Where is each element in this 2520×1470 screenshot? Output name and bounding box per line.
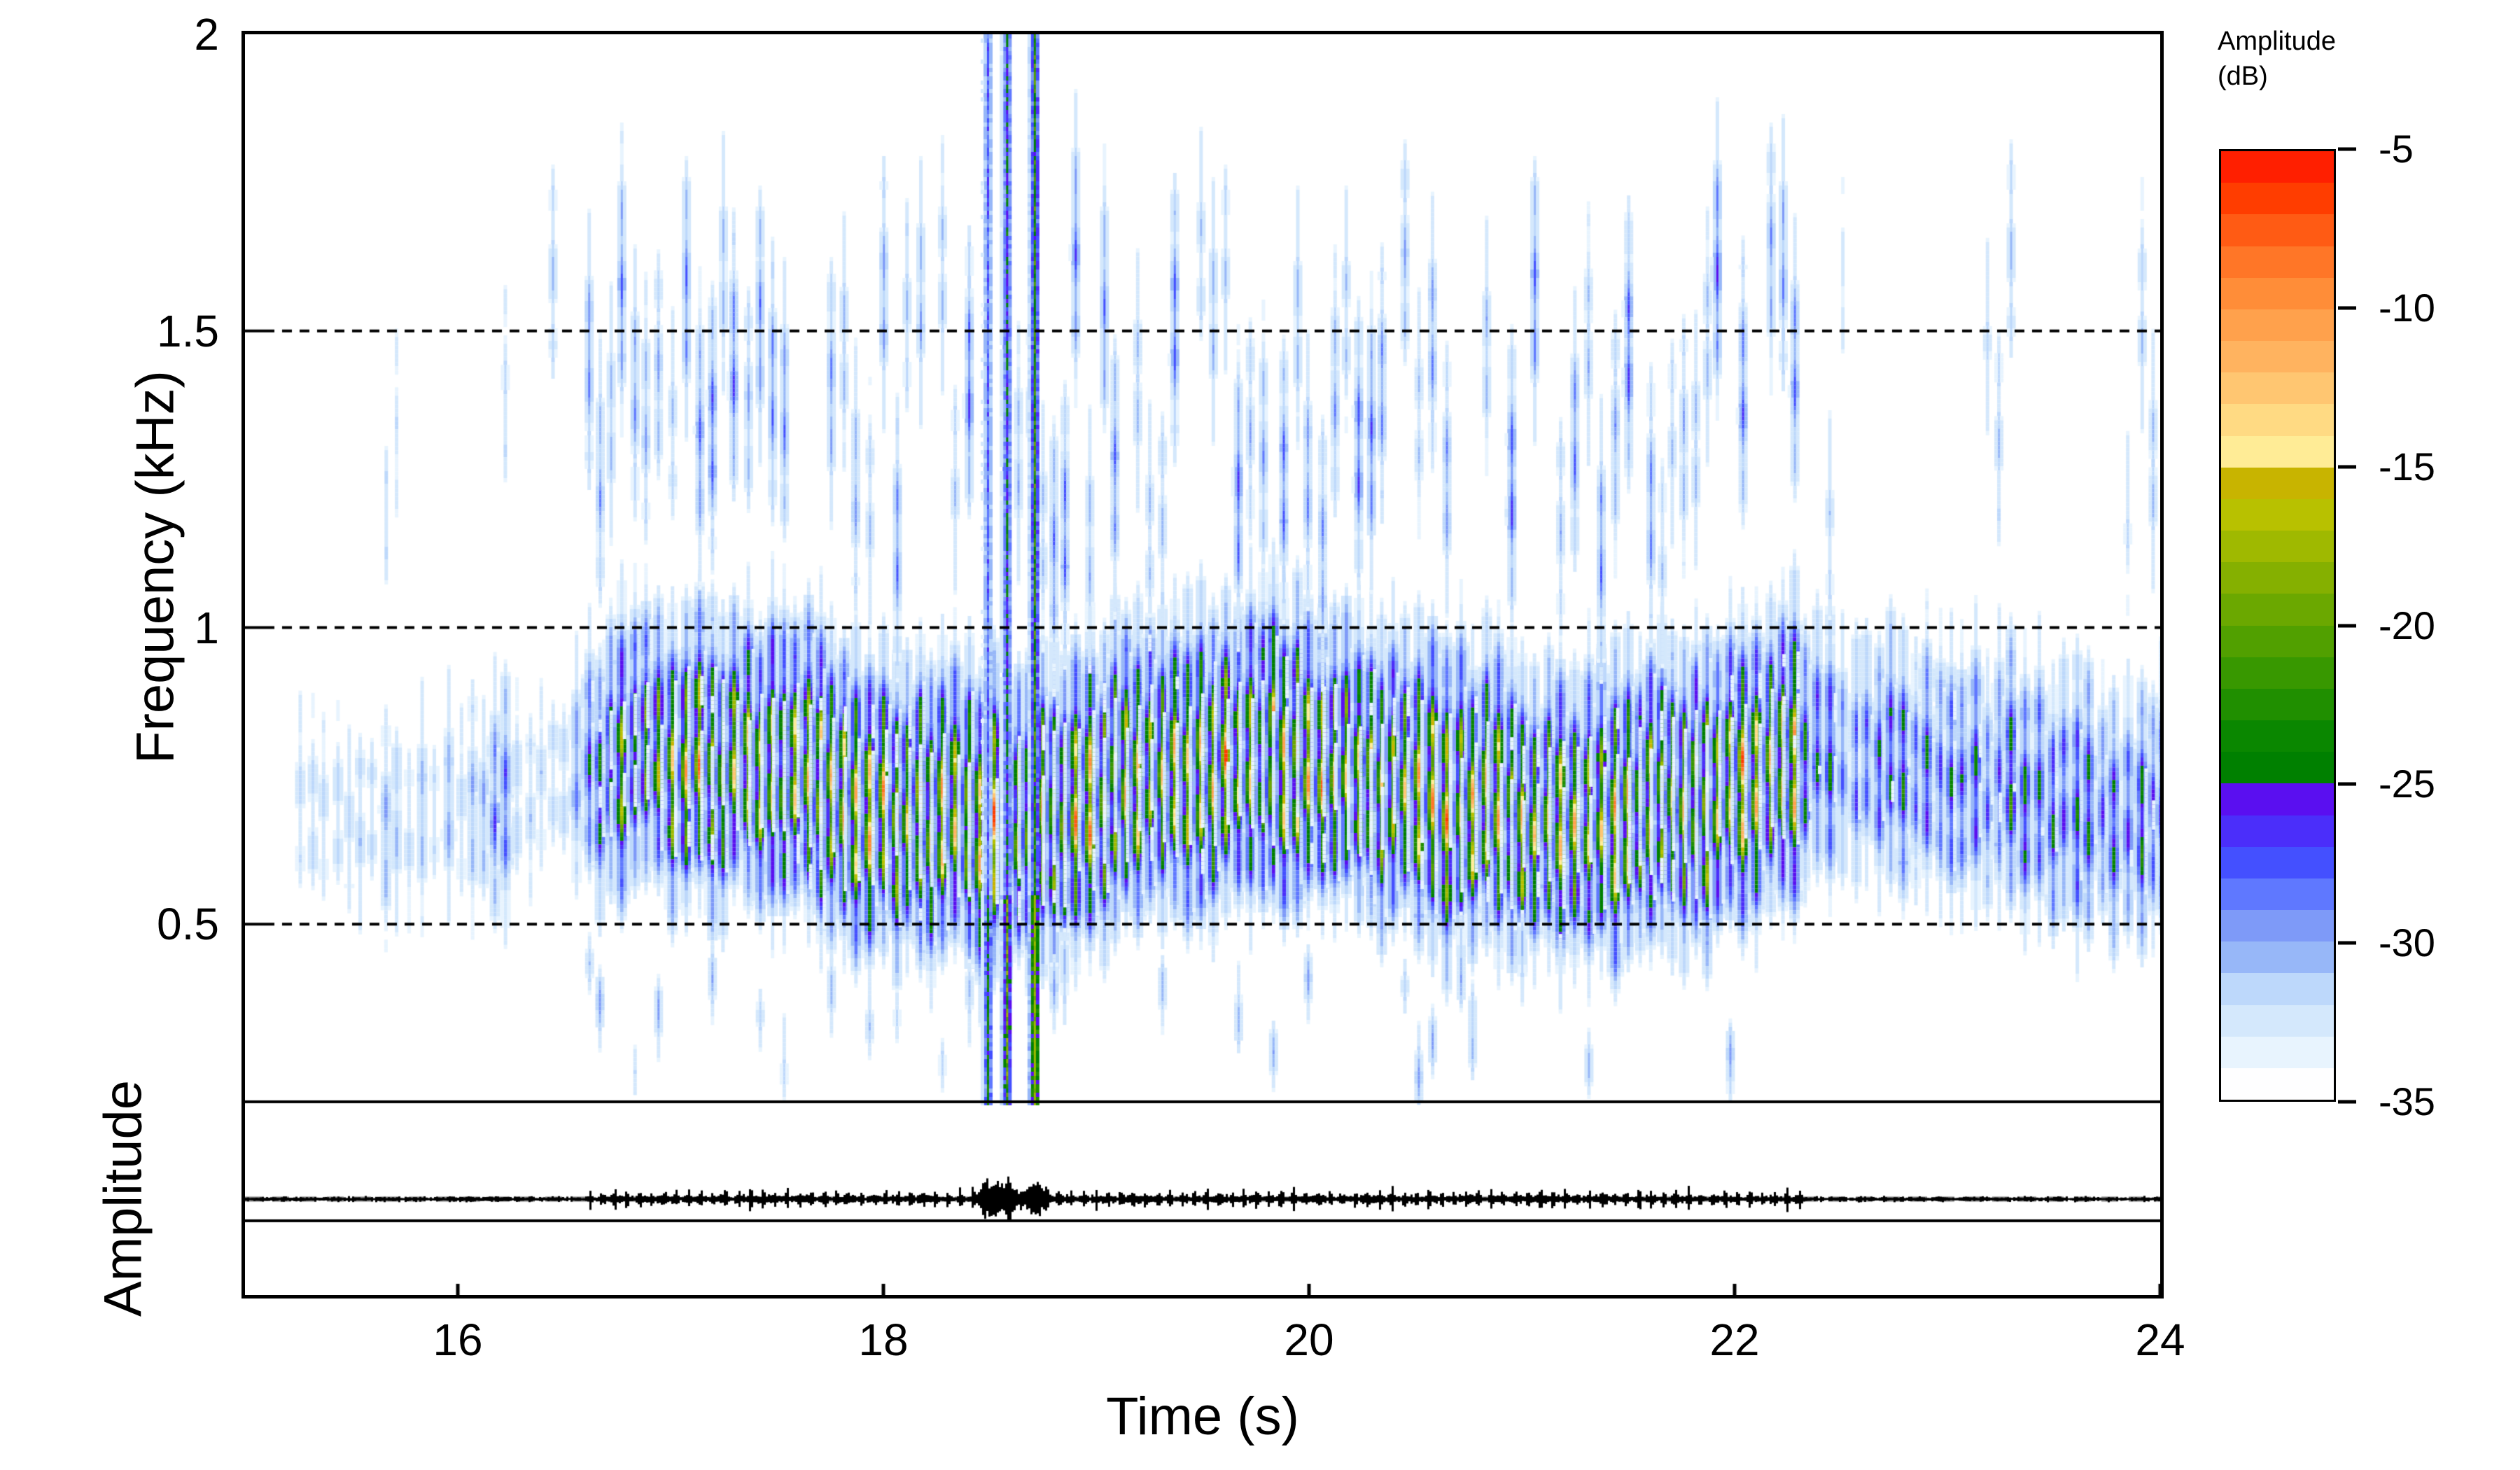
colorbar-segment	[2221, 910, 2334, 942]
colorbar-segment	[2221, 941, 2334, 974]
x-tick-label: 20	[1284, 1315, 1334, 1365]
colorbar-segment	[2221, 720, 2334, 752]
colorbar-segment	[2221, 498, 2334, 531]
colorbar-tick	[2338, 1100, 2356, 1104]
colorbar-segment	[2221, 214, 2334, 246]
y-tick-label: 2	[194, 9, 219, 59]
colorbar-tick	[2338, 782, 2356, 786]
colorbar-title-line2: (dB)	[2218, 62, 2268, 92]
colorbar-segment	[2221, 151, 2334, 183]
x-tick-label: 24	[2135, 1315, 2185, 1365]
colorbar-tick-label: -35	[2379, 1079, 2435, 1124]
colorbar	[2219, 149, 2336, 1102]
colorbar-segment	[2221, 1068, 2334, 1100]
colorbar-segment	[2221, 594, 2334, 626]
colorbar-segment	[2221, 562, 2334, 594]
colorbar-gradient	[2221, 151, 2334, 1100]
plot-frame	[241, 31, 2164, 1298]
colorbar-segment	[2221, 1036, 2334, 1068]
colorbar-segment	[2221, 435, 2334, 468]
oscillogram-axis-title: Amplitude	[93, 1080, 153, 1317]
colorbar-segment	[2221, 878, 2334, 911]
x-tick-label: 22	[1709, 1315, 1760, 1365]
colorbar-segment	[2221, 341, 2334, 373]
colorbar-tick-label: -10	[2379, 285, 2435, 330]
colorbar-segment	[2221, 846, 2334, 878]
colorbar-tick	[2338, 465, 2356, 469]
colorbar-segment	[2221, 783, 2334, 816]
colorbar-segment	[2221, 467, 2334, 499]
colorbar-tick-label: -25	[2379, 762, 2435, 806]
colorbar-title-line1: Amplitude	[2218, 27, 2336, 56]
colorbar-tick	[2338, 306, 2356, 310]
colorbar-tick-label: -5	[2379, 127, 2414, 171]
y-tick-label: 1	[194, 602, 219, 653]
colorbar-title: Amplitude (dB)	[2218, 24, 2336, 94]
colorbar-segment	[2221, 688, 2334, 721]
colorbar-segment	[2221, 625, 2334, 657]
colorbar-segment	[2221, 372, 2334, 405]
y-tick-label: 1.5	[157, 305, 219, 356]
colorbar-segment	[2221, 277, 2334, 309]
colorbar-segment	[2221, 1004, 2334, 1037]
colorbar-tick-label: -15	[2379, 444, 2435, 489]
colorbar-tick-label: -20	[2379, 603, 2435, 648]
colorbar-segment	[2221, 404, 2334, 436]
colorbar-tick	[2338, 147, 2356, 151]
x-axis-title: Time (s)	[1106, 1387, 1299, 1446]
y-tick-label: 0.5	[157, 899, 219, 950]
y-axis-title: Frequency (kHz)	[125, 370, 186, 764]
x-tick-label: 16	[433, 1315, 483, 1365]
colorbar-tick	[2338, 941, 2356, 945]
colorbar-segment	[2221, 973, 2334, 1005]
colorbar-segment	[2221, 531, 2334, 563]
colorbar-segment	[2221, 246, 2334, 278]
colorbar-segment	[2221, 752, 2334, 784]
colorbar-tick	[2338, 624, 2356, 627]
colorbar-segment	[2221, 309, 2334, 342]
colorbar-segment	[2221, 657, 2334, 689]
spectrogram-plot-area	[245, 34, 2160, 1295]
x-tick-label: 18	[858, 1315, 909, 1365]
colorbar-segment	[2221, 183, 2334, 215]
colorbar-tick-label: -30	[2379, 920, 2435, 965]
colorbar-segment	[2221, 815, 2334, 847]
